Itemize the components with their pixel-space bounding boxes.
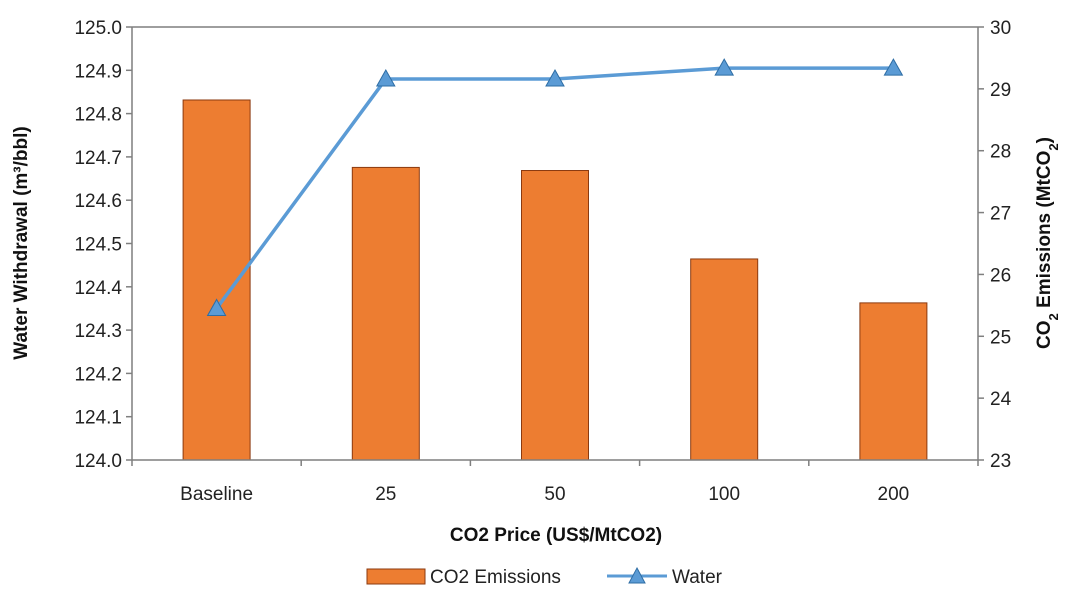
- left-y-tick-label: 124.7: [74, 148, 122, 169]
- right-y-axis-title: CO2 Emissions (MtCO2): [1034, 137, 1061, 349]
- left-y-tick-label: 124.8: [74, 105, 122, 126]
- point-water: [206, 298, 227, 316]
- right-y-tick-label: 27: [990, 204, 1011, 225]
- point-water: [545, 68, 565, 87]
- right-y-tick-label: 30: [990, 18, 1011, 39]
- legend-label-water: Water: [672, 567, 723, 588]
- bar-co2-emissions: [182, 99, 251, 461]
- left-y-tick-label: 124.3: [74, 321, 122, 342]
- x-tick-label: Baseline: [180, 484, 253, 505]
- bars-layer: [182, 99, 928, 461]
- left-y-tick-label: 124.0: [74, 451, 122, 472]
- x-tick-label: 50: [544, 484, 565, 505]
- water-line-layer: [206, 58, 904, 316]
- x-axis-title: CO2 Price (US$/MtCO2): [450, 525, 662, 546]
- bar-co2-emissions: [521, 170, 589, 461]
- bar-co2-emissions: [690, 258, 759, 461]
- right-y-tick-label: 24: [990, 389, 1012, 410]
- right-y-tick-label: 29: [990, 80, 1011, 101]
- legend-swatch-co2-emissions: [366, 568, 426, 585]
- x-tick-label: 100: [708, 484, 740, 505]
- bar-co2-emissions: [859, 302, 928, 461]
- left-y-tick-label: 125.0: [74, 18, 122, 39]
- right-y-tick-label: 23: [990, 451, 1011, 472]
- ticks-layer: 124.0 124.1 124.2 124.3 124.4 124.5 124.6 124.7…: [74, 18, 1011, 505]
- left-y-tick-label: 124.1: [74, 408, 122, 429]
- x-tick-label: 200: [878, 484, 910, 505]
- bar-co2-emissions: [351, 166, 420, 461]
- left-y-tick-label: 124.5: [74, 235, 122, 256]
- x-tick-label: 25: [375, 484, 396, 505]
- right-y-tick-label: 25: [990, 327, 1011, 348]
- legend: CO2 Emissions Water: [366, 566, 723, 588]
- point-water: [714, 58, 735, 76]
- point-water: [375, 68, 396, 87]
- left-y-tick-label: 124.6: [74, 191, 122, 212]
- left-y-tick-label: 124.9: [74, 61, 122, 82]
- left-y-axis-title: Water Withdrawal (m³/bbl): [11, 126, 32, 359]
- right-y-tick-label: 26: [990, 265, 1011, 286]
- legend-label-co2-emissions: CO2 Emissions: [430, 567, 561, 588]
- legend-swatch-water-marker: [628, 566, 646, 584]
- point-water: [883, 58, 904, 76]
- left-y-tick-label: 124.4: [74, 278, 122, 299]
- right-y-tick-label: 28: [990, 142, 1011, 163]
- left-y-tick-label: 124.2: [74, 364, 122, 385]
